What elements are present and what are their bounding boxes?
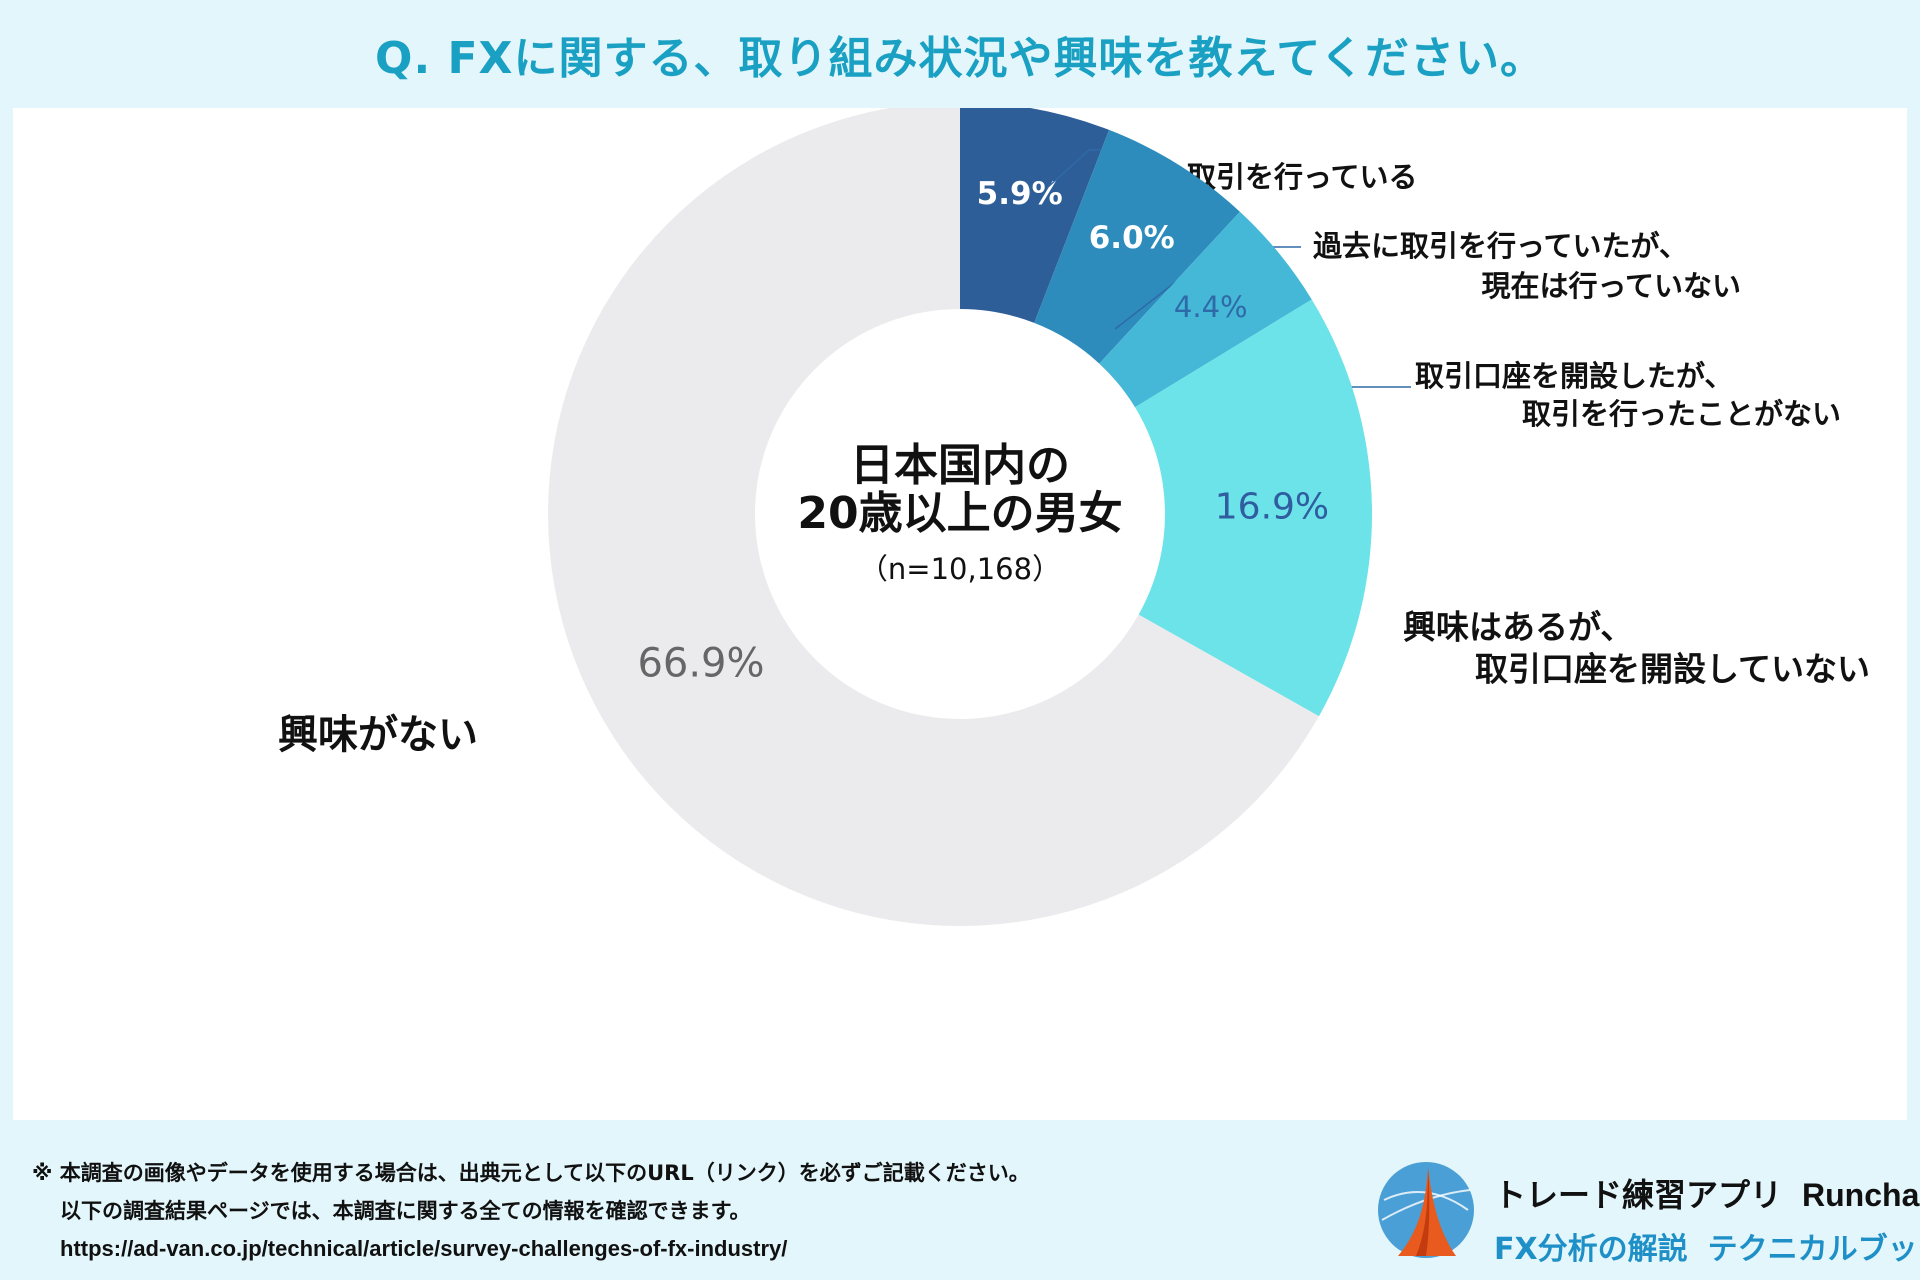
donut-slice[interactable] [1034,129,1240,364]
donut-slice[interactable] [1099,211,1312,408]
usage-note-line2: 以下の調査結果ページでは、本調査に関する全ての情報を確認できます。 [60,1199,751,1223]
slice-category-label: 興味はあるが、 [1403,608,1633,647]
donut-slice[interactable] [548,108,1319,926]
title-banner: Q. FXに関する、取り組み状況や興味を教えてください。 [0,0,1920,108]
brand-name-en: Runcha [1802,1177,1920,1213]
slice-value-label: 16.9% [1215,487,1329,528]
slice-category-label: 現在は行っていない [1481,269,1741,303]
brand-tagline: FX分析の解説テクニカルブック [1494,1224,1920,1268]
center-label-line2: 20歳以上の男女 [797,488,1122,539]
donut-slice[interactable] [960,108,1110,323]
center-label-line1: 日本国内の [850,440,1070,491]
slice-value-label: 4.4% [1174,290,1248,324]
center-sample-size: （n=10,168） [859,552,1061,586]
slice-value-label: 5.9% [977,176,1063,212]
slice-category-label: 取引を行ったことがない [1522,397,1841,431]
slice-category-label: 取引口座を開設していない [1475,650,1870,689]
slice-value-label: 66.9% [637,640,764,686]
chart-panel: 5.9% 現在、取引を行っている 6.0% 過去に取引を行っていたが、 現在は行っていな… [13,108,1907,1120]
leader-line [1046,149,1101,189]
brand-name-jp: トレード練習アプリ [1494,1176,1783,1214]
footer: ※ 本調査の画像やデータを使用する場合は、出典元として以下のURL（リンク）を必… [0,1120,1920,1280]
page-title: Q. FXに関する、取り組み状況や興味を教えてください。 [375,33,1545,84]
brand-block[interactable]: トレード練習アプリ Runcha FX分析の解説テクニカルブック [1376,1148,1920,1268]
slice-category-label: 取引口座を開設したが、 [1415,359,1733,393]
slice-category-label: 興味がない [278,712,478,758]
brand-tagline-2: テクニカルブック [1707,1232,1920,1267]
slice-category-label: 過去に取引を行っていたが、 [1313,229,1688,263]
slice-value-label: 6.0% [1089,220,1175,256]
brand-name: トレード練習アプリ Runcha [1494,1170,1919,1216]
brand-tagline-1: FX分析の解説 [1494,1232,1688,1267]
source-url[interactable]: https://ad-van.co.jp/technical/article/s… [60,1236,788,1261]
runcha-logo-icon [1378,1162,1474,1258]
usage-note-line1: ※ 本調査の画像やデータを使用する場合は、出典元として以下のURL（リンク）を必… [32,1161,1030,1185]
donut-slice[interactable] [1135,299,1373,717]
usage-note: ※ 本調査の画像やデータを使用する場合は、出典元として以下のURL（リンク）を必… [32,1154,1030,1268]
